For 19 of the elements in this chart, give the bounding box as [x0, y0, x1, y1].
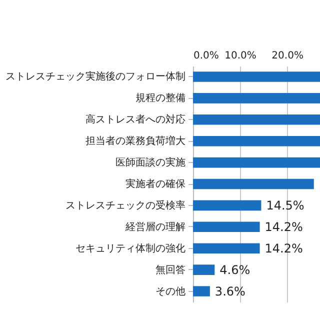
y-tick-label: セキュリティ体制の強化: [76, 242, 186, 254]
y-tick-label: 無回答: [156, 264, 186, 276]
data-label: 14.2%: [264, 220, 303, 234]
data-label: 14.5%: [266, 198, 304, 212]
x-tick-label: 20.0%: [272, 50, 304, 62]
y-tick-label: 経営層の理解: [124, 220, 186, 233]
y-tick-label: 担当者の業務負荷増大: [86, 135, 186, 148]
y-tick-label: 高ストレス者への対応: [86, 114, 186, 126]
y-tick-label: ストレスチェックの受検率: [66, 199, 186, 212]
data-label: 4.6%: [220, 262, 250, 277]
x-tick-label: 10.0%: [224, 50, 256, 62]
data-label: 14.2%: [264, 241, 303, 256]
y-tick-label: 医師面談の実施: [116, 156, 186, 169]
y-tick-label: 規程の整備: [136, 92, 186, 104]
y-tick-label: 実施者の確保: [126, 178, 186, 190]
data-label: 3.6%: [214, 284, 246, 298]
y-tick-label: ストレスチェック実施後のフォロー体制: [6, 70, 186, 83]
y-tick-label: その他: [156, 285, 186, 298]
x-tick-label: 0.0%: [194, 50, 219, 62]
